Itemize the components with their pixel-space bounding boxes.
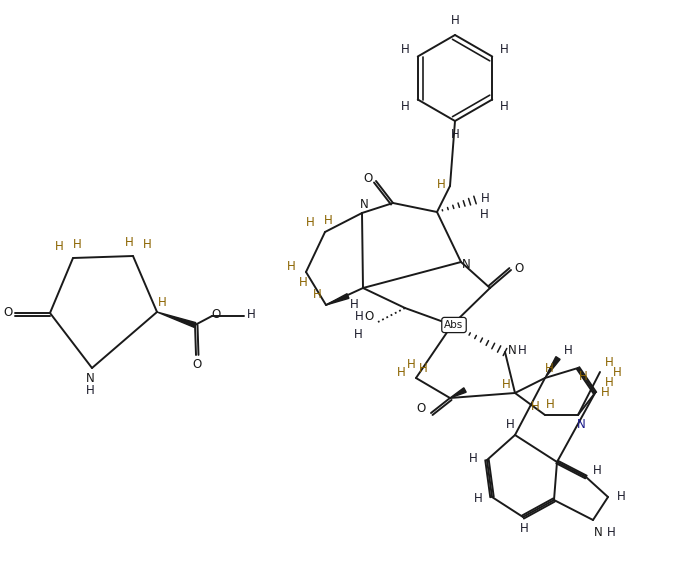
- Text: H: H: [396, 366, 405, 379]
- Text: H: H: [468, 452, 477, 466]
- Text: O: O: [417, 402, 425, 415]
- Text: H: H: [600, 386, 609, 399]
- Text: H: H: [451, 14, 460, 27]
- Text: H: H: [481, 192, 489, 205]
- Text: O: O: [211, 308, 221, 321]
- Text: H: H: [55, 240, 63, 252]
- Text: H: H: [451, 129, 460, 141]
- Text: H: H: [500, 43, 509, 56]
- Text: H: H: [125, 236, 133, 249]
- Text: H: H: [544, 362, 553, 375]
- Text: H: H: [604, 356, 613, 370]
- Text: O: O: [514, 261, 524, 275]
- Text: H: H: [401, 43, 410, 56]
- Text: H: H: [406, 358, 415, 371]
- Text: H: H: [73, 239, 81, 252]
- Text: H: H: [579, 371, 588, 383]
- Text: H: H: [143, 239, 151, 252]
- Text: H: H: [505, 418, 514, 431]
- Text: H: H: [287, 260, 295, 273]
- Text: N: N: [577, 419, 586, 431]
- Text: O: O: [364, 311, 374, 324]
- Text: N: N: [462, 257, 470, 271]
- Text: N: N: [85, 372, 94, 386]
- Text: H: H: [157, 296, 166, 308]
- Text: O: O: [192, 359, 202, 371]
- Text: Abs: Abs: [444, 320, 464, 330]
- Text: N: N: [594, 526, 602, 538]
- Text: H: H: [324, 214, 332, 228]
- Text: H: H: [518, 344, 526, 358]
- Polygon shape: [157, 312, 196, 327]
- Text: H: H: [350, 297, 359, 311]
- Text: H: H: [480, 208, 489, 220]
- Text: N: N: [507, 344, 516, 358]
- Text: H: H: [501, 379, 510, 391]
- Text: H: H: [437, 177, 446, 190]
- Text: H: H: [604, 376, 613, 390]
- Text: H: H: [353, 328, 362, 340]
- Text: H: H: [474, 491, 483, 505]
- Text: H: H: [546, 399, 555, 411]
- Text: H: H: [520, 522, 528, 535]
- Text: O: O: [3, 307, 13, 320]
- Text: H: H: [530, 400, 539, 414]
- Polygon shape: [450, 388, 466, 398]
- Text: H: H: [419, 362, 427, 375]
- Text: H: H: [612, 367, 621, 379]
- Text: H: H: [355, 311, 363, 324]
- Text: N: N: [359, 197, 368, 210]
- Text: H: H: [299, 276, 308, 289]
- Text: H: H: [500, 100, 509, 113]
- Text: H: H: [593, 464, 602, 478]
- Text: H: H: [616, 490, 625, 502]
- Text: H: H: [246, 308, 255, 321]
- Text: H: H: [85, 383, 94, 396]
- Text: H: H: [313, 288, 322, 301]
- Text: H: H: [563, 344, 572, 358]
- Text: H: H: [306, 216, 314, 229]
- Text: H: H: [606, 526, 615, 538]
- Text: H: H: [401, 100, 410, 113]
- Polygon shape: [545, 356, 560, 378]
- Text: O: O: [363, 173, 373, 185]
- Polygon shape: [326, 293, 349, 305]
